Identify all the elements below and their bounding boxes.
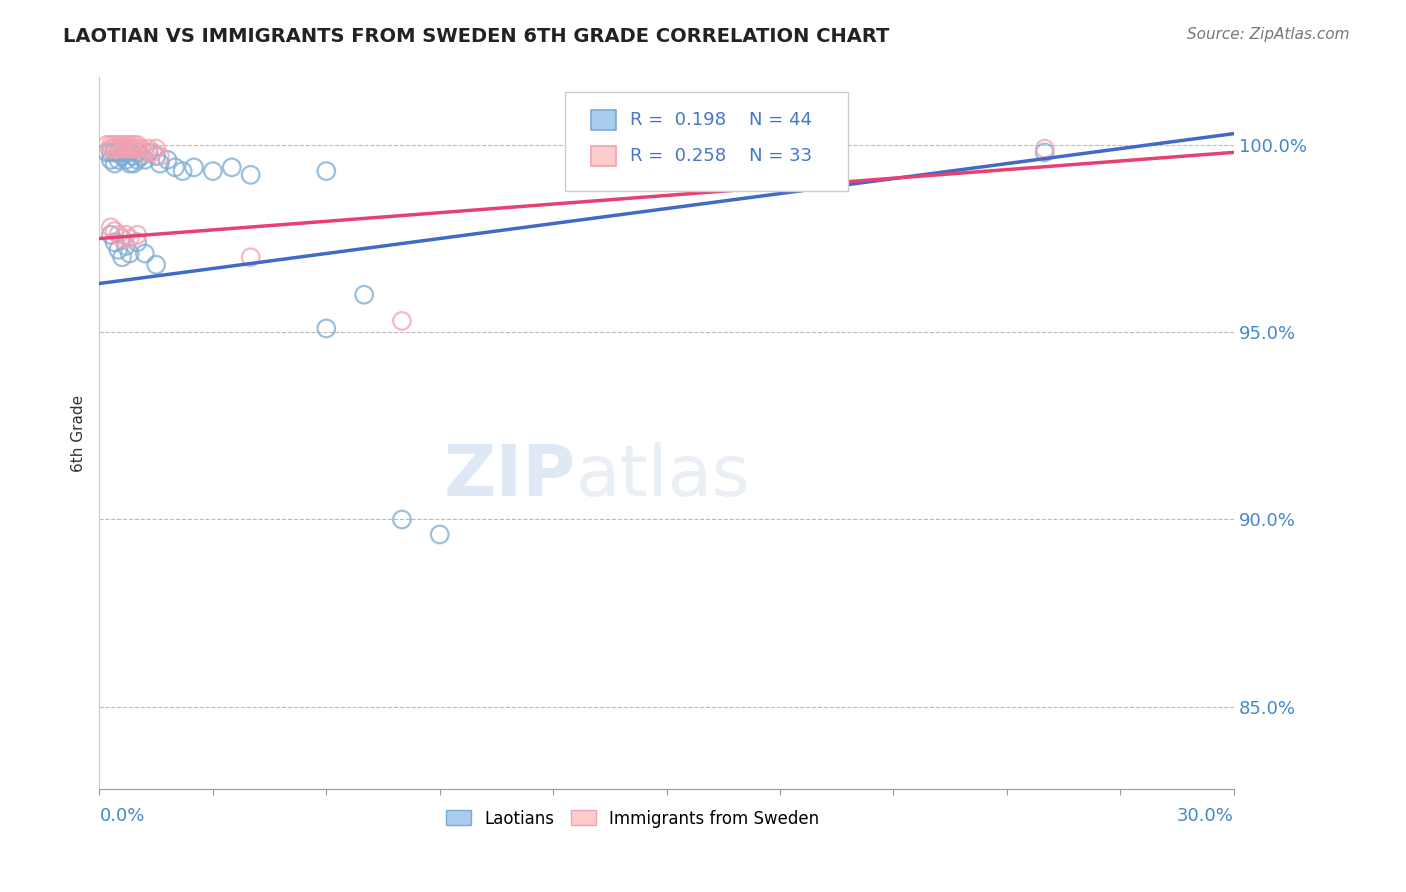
Point xyxy=(118,142,141,156)
Point xyxy=(141,145,163,160)
FancyBboxPatch shape xyxy=(591,145,616,166)
Point xyxy=(145,142,167,156)
Point xyxy=(183,161,205,175)
Point xyxy=(1033,145,1056,160)
Point xyxy=(100,153,122,167)
Point xyxy=(1033,142,1056,156)
Point xyxy=(118,145,141,160)
Point xyxy=(103,156,125,170)
Point xyxy=(239,168,262,182)
Point xyxy=(138,145,160,160)
Text: ZIP: ZIP xyxy=(444,442,576,510)
Point xyxy=(127,153,149,167)
Point xyxy=(107,227,129,242)
Point xyxy=(353,287,375,301)
Point xyxy=(145,149,167,163)
Point xyxy=(145,258,167,272)
Point xyxy=(103,142,125,156)
Point xyxy=(127,142,149,156)
Point xyxy=(100,145,122,160)
Point xyxy=(103,224,125,238)
FancyBboxPatch shape xyxy=(565,92,848,191)
Text: R =  0.258    N = 33: R = 0.258 N = 33 xyxy=(630,147,811,165)
Point xyxy=(315,164,337,178)
Point xyxy=(107,145,129,160)
Point xyxy=(127,137,149,152)
Point xyxy=(107,142,129,156)
Point xyxy=(115,153,138,167)
Point xyxy=(111,250,134,264)
Point xyxy=(111,142,134,156)
Point xyxy=(115,137,138,152)
Text: R =  0.198    N = 44: R = 0.198 N = 44 xyxy=(630,112,811,129)
Point xyxy=(149,149,172,163)
Point xyxy=(111,231,134,245)
Point xyxy=(107,243,129,257)
Text: Source: ZipAtlas.com: Source: ZipAtlas.com xyxy=(1187,27,1350,42)
Point xyxy=(96,137,118,152)
Point xyxy=(149,156,172,170)
Point xyxy=(111,142,134,156)
Y-axis label: 6th Grade: 6th Grade xyxy=(72,395,86,472)
Point xyxy=(118,156,141,170)
Point xyxy=(103,137,125,152)
Point xyxy=(239,250,262,264)
Point xyxy=(115,227,138,242)
Point xyxy=(165,161,187,175)
Point xyxy=(103,145,125,160)
Text: atlas: atlas xyxy=(576,442,751,510)
Point xyxy=(122,149,145,163)
Point xyxy=(134,145,156,160)
Point xyxy=(115,145,138,160)
Point xyxy=(100,220,122,235)
Point xyxy=(156,153,179,167)
Point xyxy=(127,145,149,160)
FancyBboxPatch shape xyxy=(591,111,616,130)
Point xyxy=(118,231,141,245)
Point xyxy=(107,137,129,152)
Point xyxy=(111,137,134,152)
Point xyxy=(122,156,145,170)
Point xyxy=(391,314,413,328)
Text: 0.0%: 0.0% xyxy=(100,807,145,825)
Point xyxy=(129,142,152,156)
Point xyxy=(201,164,224,178)
Point xyxy=(118,137,141,152)
Point xyxy=(429,527,451,541)
Point xyxy=(118,246,141,260)
Point xyxy=(122,137,145,152)
Text: 30.0%: 30.0% xyxy=(1177,807,1234,825)
Point xyxy=(138,142,160,156)
Legend: Laotians, Immigrants from Sweden: Laotians, Immigrants from Sweden xyxy=(439,803,825,834)
Point xyxy=(315,321,337,335)
Point xyxy=(134,153,156,167)
Point xyxy=(111,149,134,163)
Point xyxy=(127,235,149,250)
Point xyxy=(100,137,122,152)
Point xyxy=(127,227,149,242)
Point xyxy=(221,161,243,175)
Text: LAOTIAN VS IMMIGRANTS FROM SWEDEN 6TH GRADE CORRELATION CHART: LAOTIAN VS IMMIGRANTS FROM SWEDEN 6TH GR… xyxy=(63,27,890,45)
Point xyxy=(134,246,156,260)
Point xyxy=(172,164,194,178)
Point xyxy=(391,512,413,526)
Point xyxy=(115,239,138,253)
Point xyxy=(100,142,122,156)
Point xyxy=(122,142,145,156)
Point xyxy=(103,235,125,250)
Point xyxy=(96,145,118,160)
Point xyxy=(115,142,138,156)
Point xyxy=(129,149,152,163)
Point xyxy=(107,153,129,167)
Point xyxy=(100,227,122,242)
